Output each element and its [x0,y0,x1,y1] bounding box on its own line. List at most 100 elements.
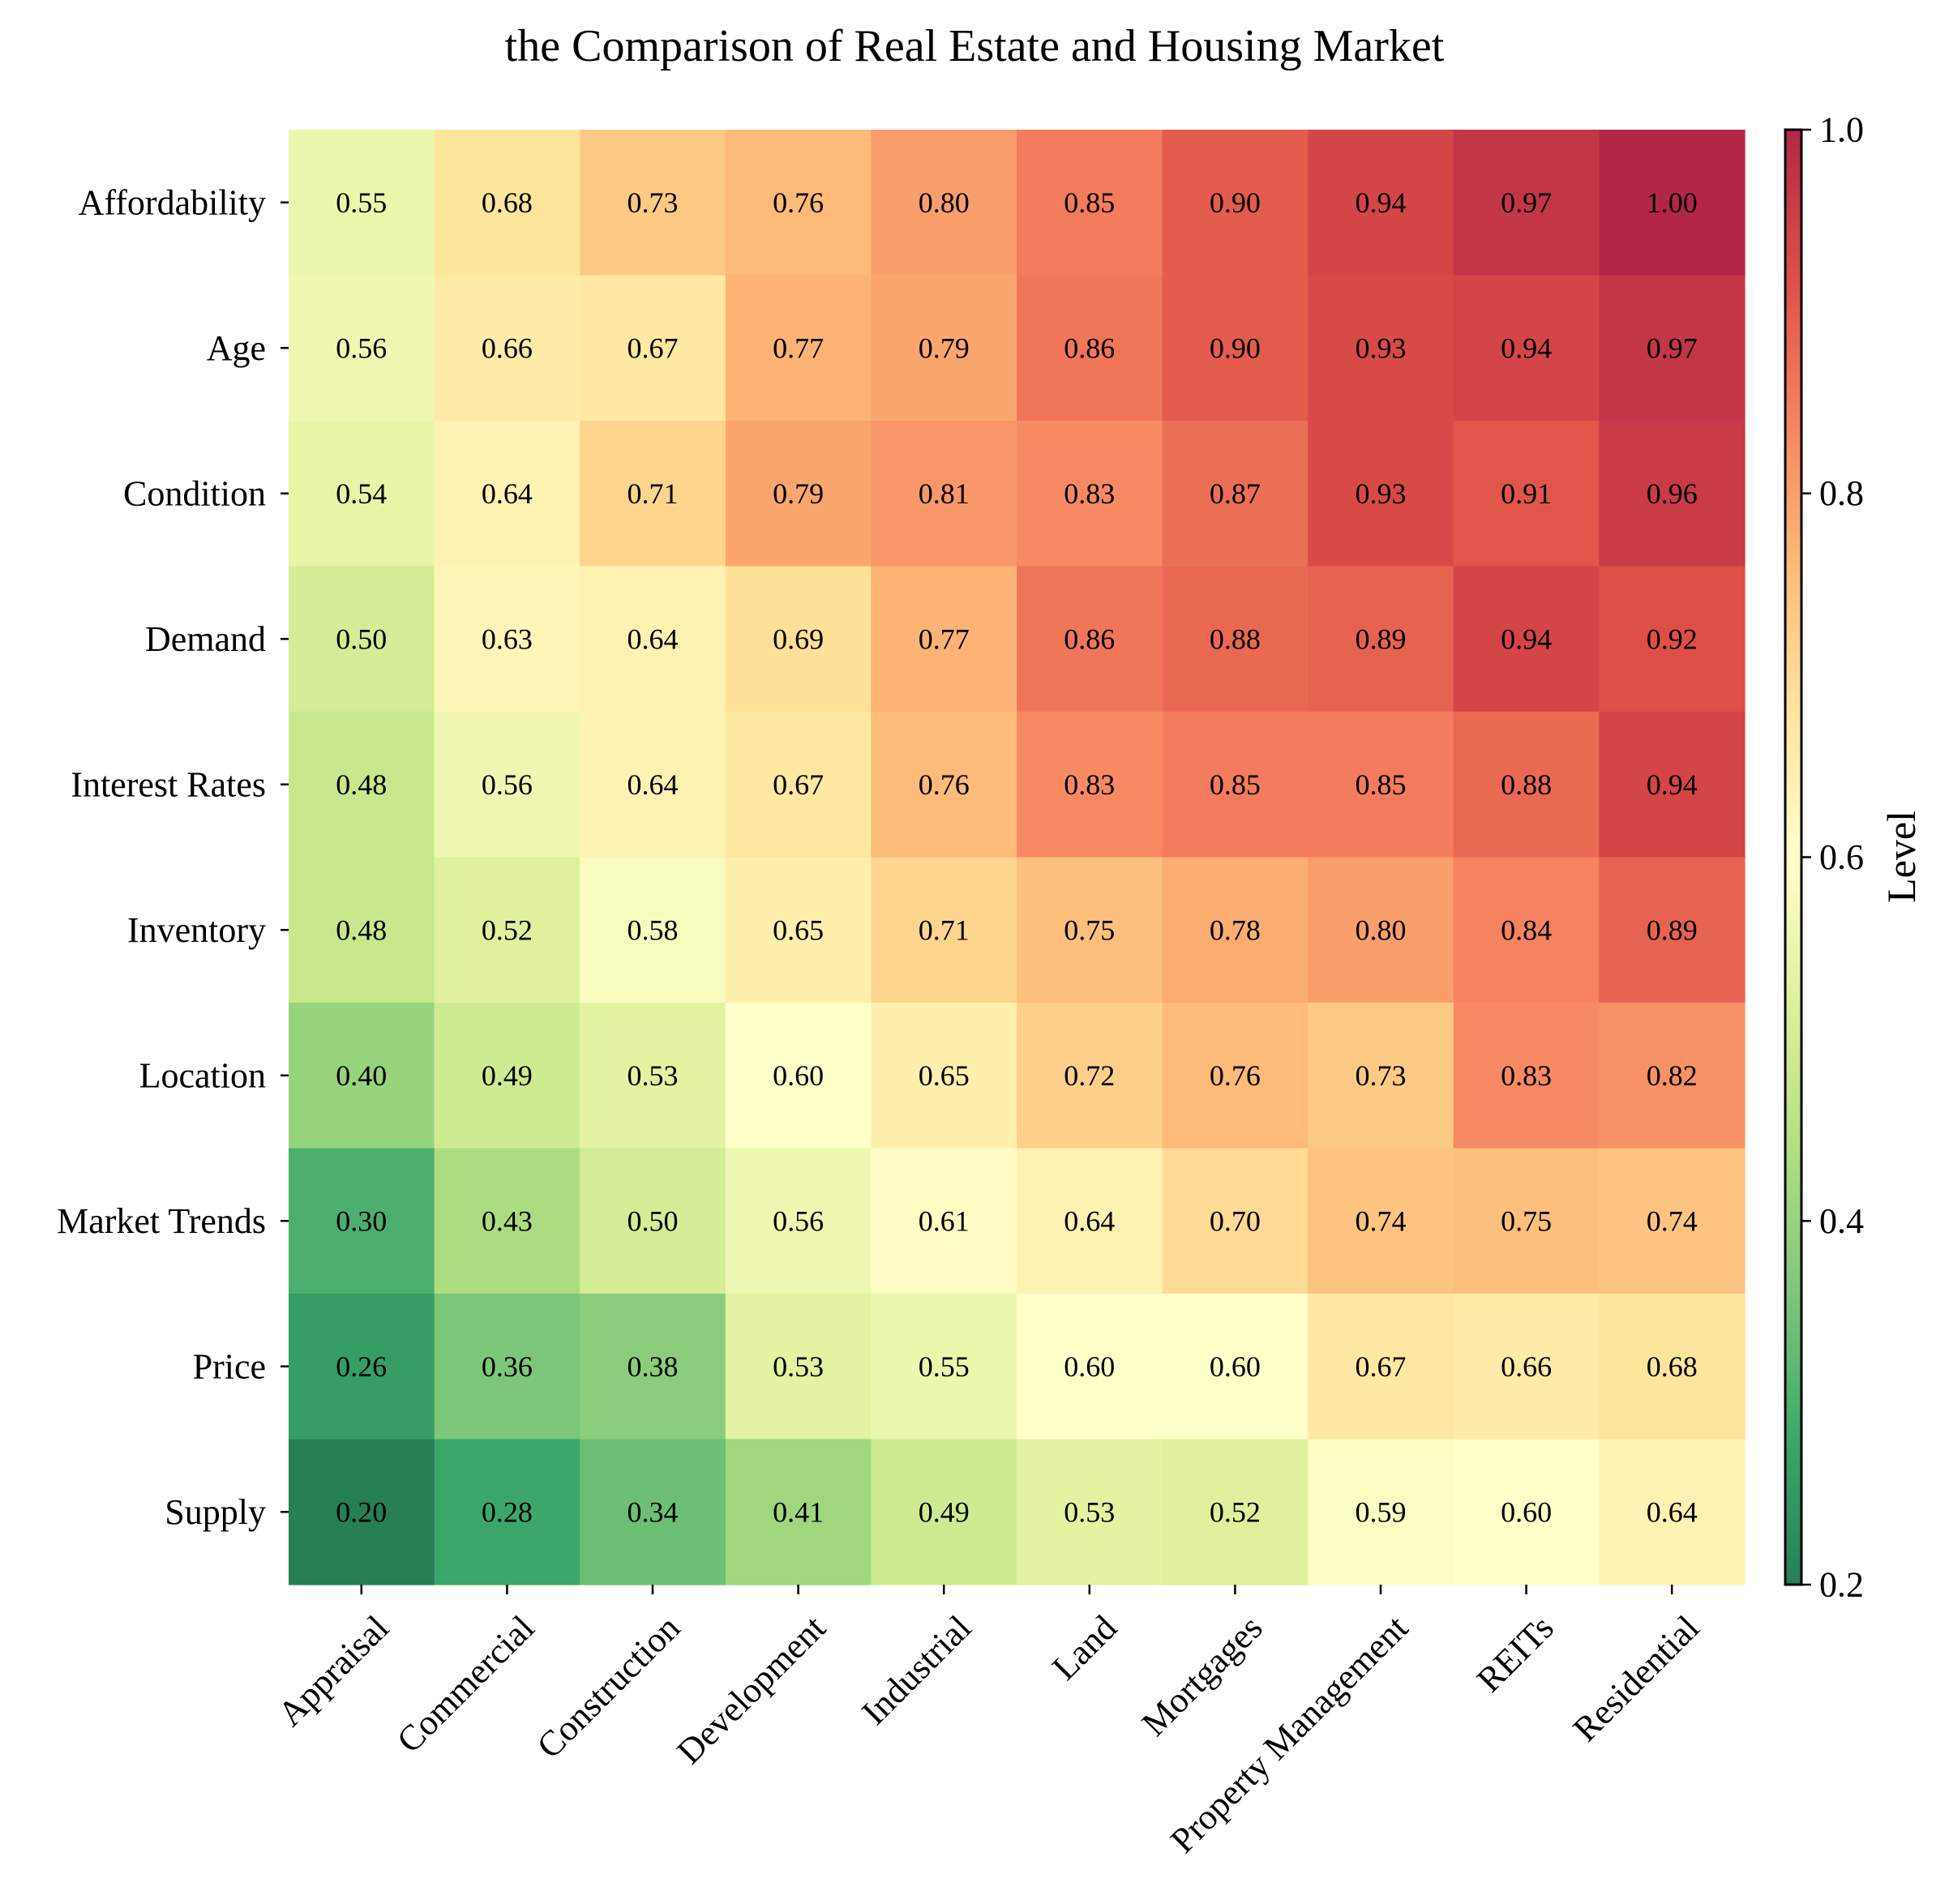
heatmap-cell [1308,712,1454,858]
heatmap-cell [289,1439,435,1585]
cell-value-label: 0.92 [1647,623,1698,655]
heatmap-cell [1162,130,1309,276]
x-tick-label: Appraisal [270,1607,396,1734]
cell-value-label: 0.80 [919,186,970,219]
colorbar-tick-label: 1.0 [1819,110,1864,150]
heatmap-cell [1162,1148,1309,1294]
cell-value-label: 0.88 [1210,623,1261,655]
cell-value-label: 0.63 [482,623,533,655]
cell-value-label: 0.85 [1064,186,1115,219]
heatmap-cell [871,421,1017,567]
cell-value-label: 0.77 [773,332,824,364]
heatmap-cell [434,1294,580,1440]
heatmap-cell [1017,566,1163,712]
cell-value-label: 0.79 [919,332,970,364]
x-axis: AppraisalCommercialConstructionDevelopme… [270,1585,1707,1860]
cell-value-label: 0.49 [919,1495,970,1528]
cell-value-label: 0.75 [1064,913,1115,946]
heatmap-cell [725,712,872,858]
heatmap-cell [871,1148,1017,1294]
heatmap-cell [1308,275,1454,421]
cell-value-label: 0.96 [1647,477,1698,510]
cell-value-label: 0.84 [1501,913,1552,946]
cell-value-label: 0.85 [1356,768,1407,801]
heatmap-cell [289,712,435,858]
heatmap-cell [580,1148,726,1294]
cell-value-label: 0.64 [628,623,679,655]
heatmap-cell [434,566,580,712]
cell-value-label: 0.89 [1356,623,1407,655]
cell-value-label: 0.41 [773,1495,824,1528]
cell-value-label: 0.60 [1064,1350,1115,1383]
heatmap-cell [1308,857,1454,1003]
heatmap-cell [580,712,726,858]
cell-value-label: 0.97 [1647,332,1698,364]
cell-value-label: 0.59 [1356,1495,1407,1528]
y-tick-label: Inventory [127,910,266,950]
cell-value-label: 0.53 [1064,1495,1115,1528]
heatmap-cell [1453,566,1600,712]
cell-value-label: 0.82 [1647,1059,1698,1092]
heatmap-cell [289,857,435,1003]
cell-value-label: 0.71 [628,477,679,510]
cell-value-label: 0.56 [336,332,387,364]
cell-value-label: 0.67 [628,332,679,364]
cell-value-label: 0.40 [336,1059,387,1092]
cell-value-label: 0.77 [919,623,970,655]
cell-value-label: 0.78 [1210,913,1261,946]
cell-value-label: 0.87 [1210,477,1261,510]
x-tick-label: Residential [1566,1607,1707,1749]
x-tick-label: REITs [1469,1607,1561,1700]
heatmap-cell [871,712,1017,858]
cell-value-label: 0.90 [1210,186,1261,219]
cell-value-label: 0.73 [628,186,679,219]
heatmap-cell [1017,1003,1163,1149]
heatmap-cell [1599,1148,1746,1294]
heatmap-cell-labels: 0.55 0.68 0.73 0.76 0.80 0.85 0.90 0.94 0.97 1.00… [336,186,1697,1529]
cell-value-label: 0.54 [336,477,387,510]
heatmap-cell [725,857,872,1003]
y-tick-label: Condition [123,473,266,513]
heatmap-cell [1017,1148,1163,1294]
cell-value-label: 0.60 [773,1059,824,1092]
heatmap-cell [1017,421,1163,567]
cell-value-label: 0.83 [1064,768,1115,801]
heatmap-cells [289,130,1746,1585]
cell-value-label: 0.61 [919,1204,970,1237]
cell-value-label: 0.83 [1501,1059,1552,1092]
cell-value-label: 0.74 [1356,1204,1407,1237]
heatmap-cell [1453,130,1600,276]
cell-value-label: 0.83 [1064,477,1115,510]
heatmap-cell [725,1294,872,1440]
cell-value-label: 0.67 [1356,1350,1407,1383]
cell-value-label: 0.49 [482,1059,533,1092]
cell-value-label: 0.34 [628,1495,679,1528]
heatmap-cell [1599,712,1746,858]
heatmap-cell [1162,1439,1309,1585]
y-tick-label: Affordability [79,182,266,222]
heatmap-cell [289,1294,435,1440]
heatmap-cell [580,1439,726,1585]
cell-value-label: 0.64 [1647,1495,1698,1528]
cell-value-label: 0.36 [482,1350,533,1383]
heatmap-cell [1162,857,1309,1003]
heatmap-cell [289,421,435,567]
heatmap-cell [289,130,435,276]
cell-value-label: 0.71 [919,913,970,946]
heatmap-cell [580,857,726,1003]
cell-value-label: 0.73 [1356,1059,1407,1092]
cell-value-label: 0.64 [482,477,533,510]
cell-value-label: 0.94 [1647,768,1698,801]
cell-value-label: 0.50 [336,623,387,655]
heatmap-cell [434,857,580,1003]
cell-value-label: 0.20 [336,1495,387,1528]
y-tick-label: Price [193,1346,266,1386]
heatmap-cell [871,1294,1017,1440]
y-axis: Affordability Age Condition Demand Interest … [57,182,289,1532]
cell-value-label: 0.52 [482,913,533,946]
heatmap-cell [1308,130,1454,276]
heatmap-cell [289,275,435,421]
heatmap-cell [1453,1148,1600,1294]
heatmap-cell [1308,566,1454,712]
